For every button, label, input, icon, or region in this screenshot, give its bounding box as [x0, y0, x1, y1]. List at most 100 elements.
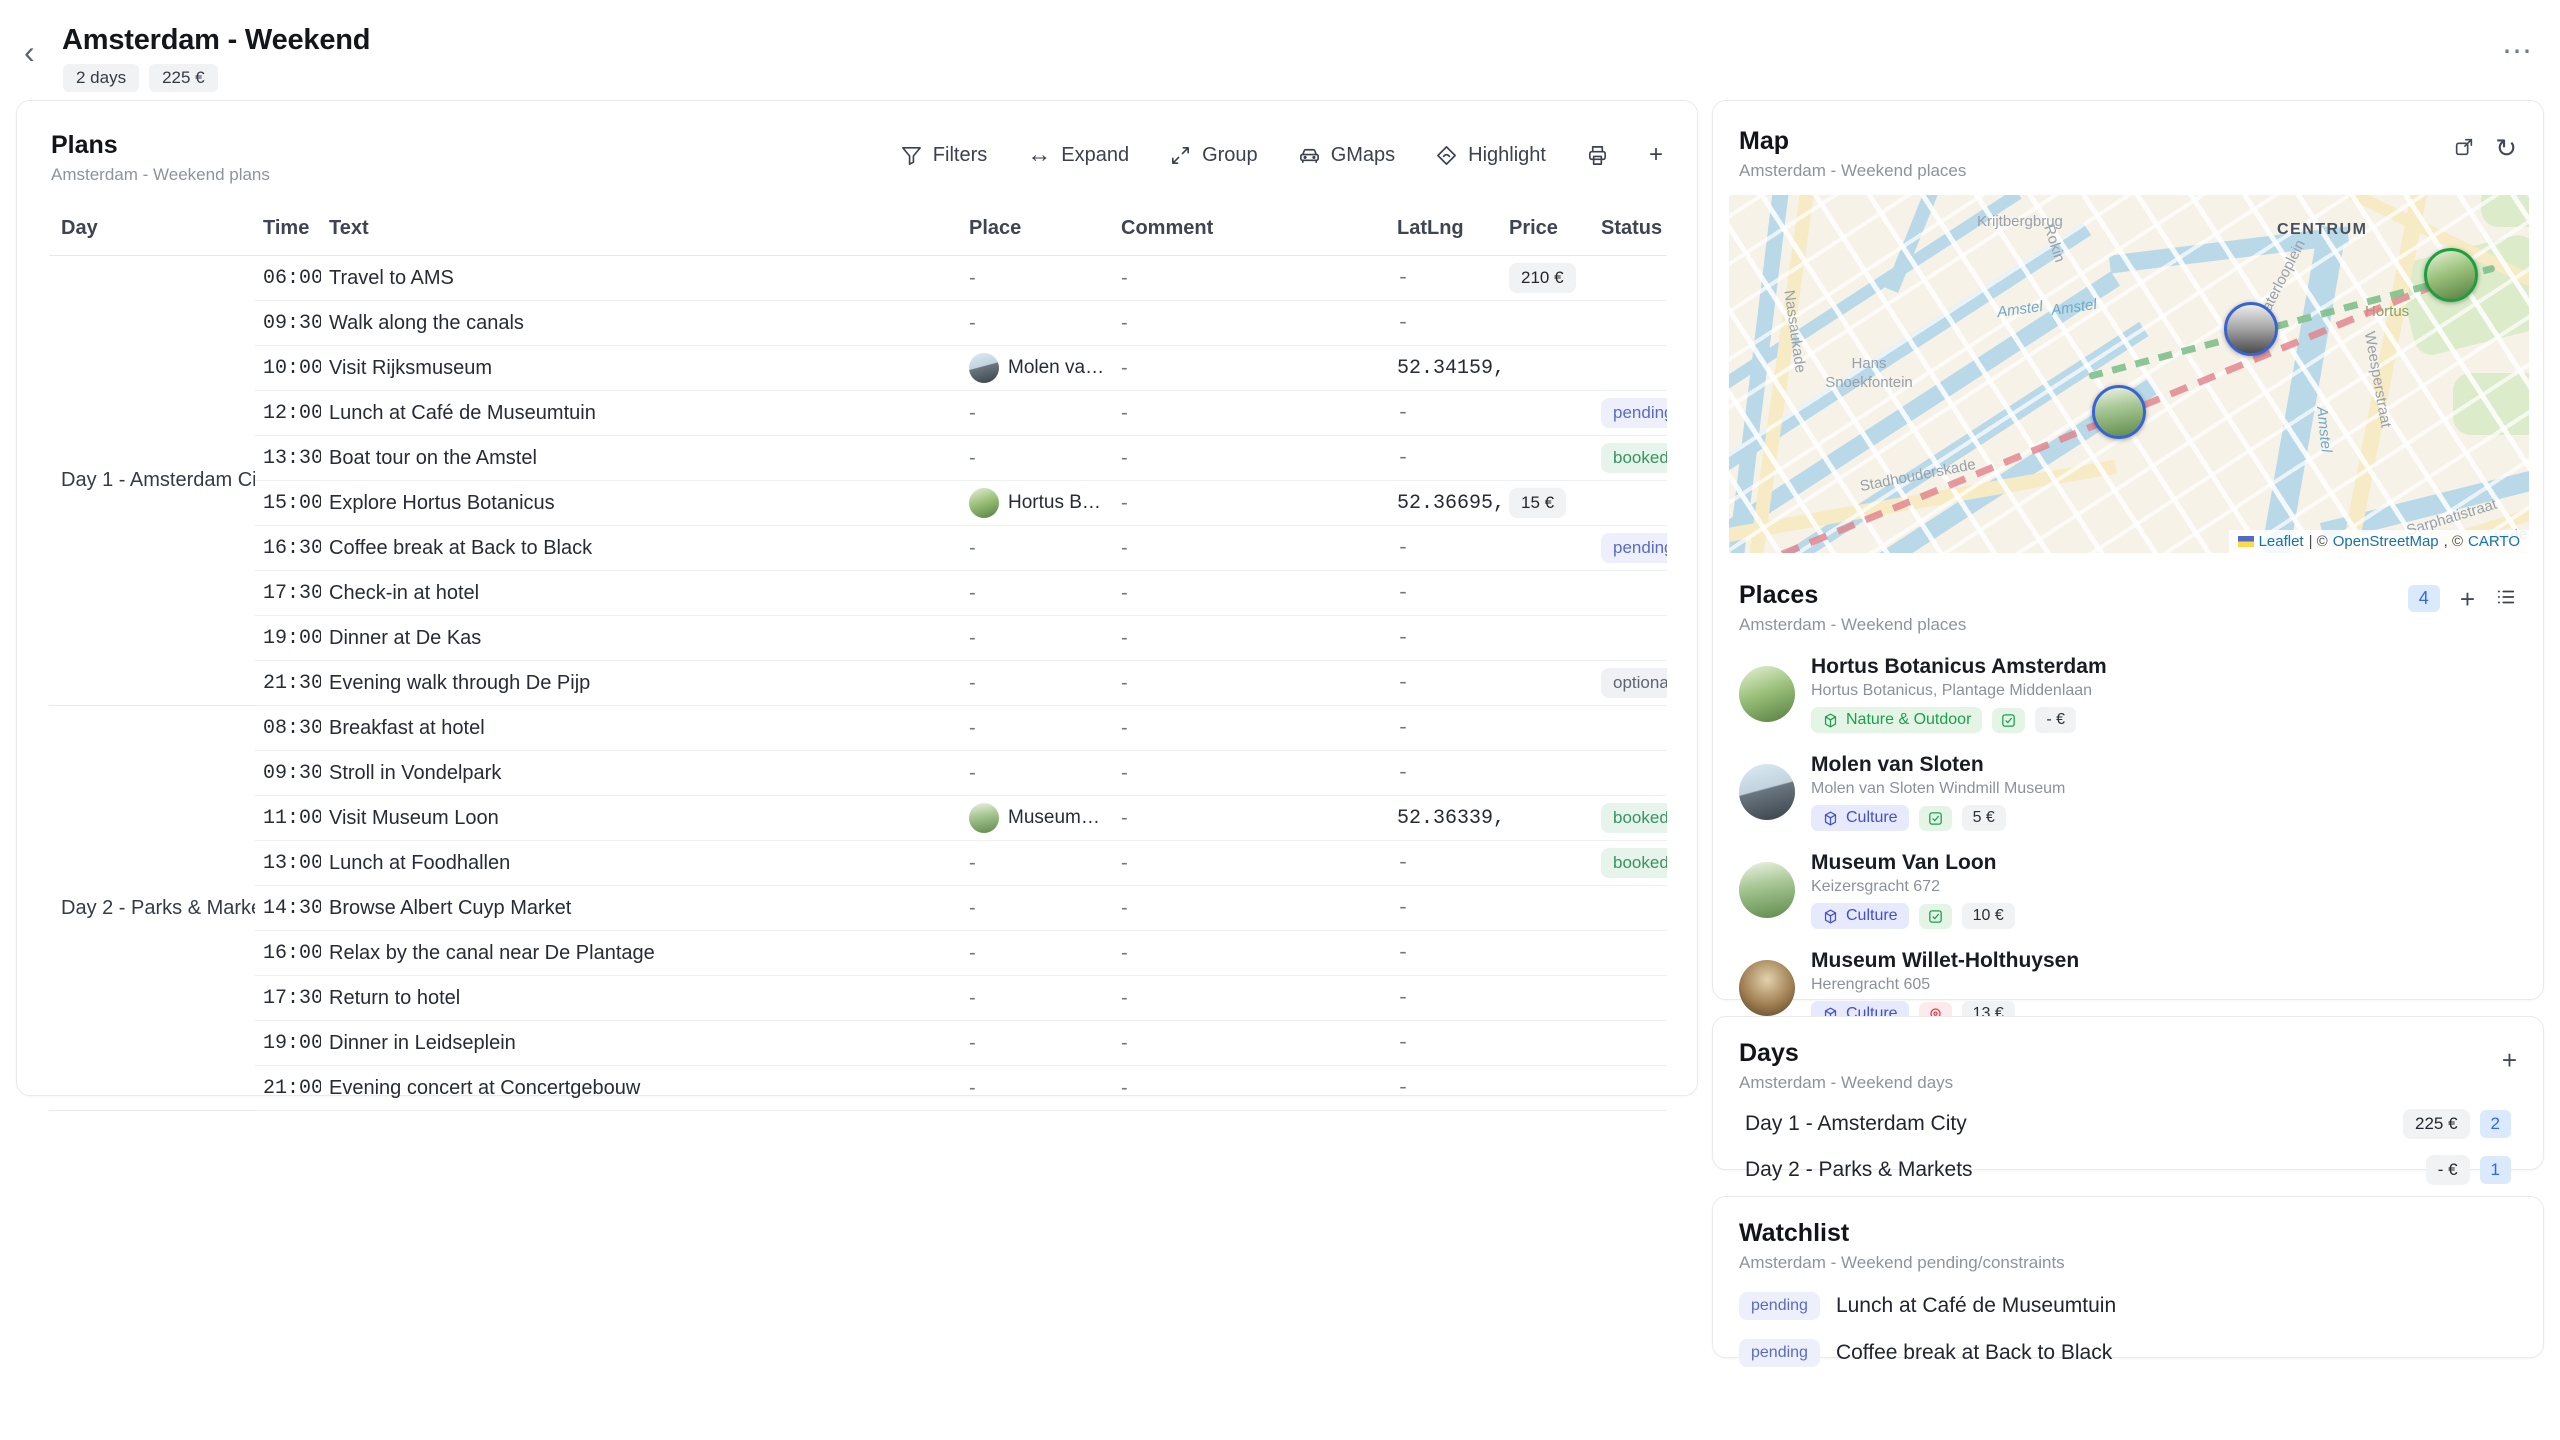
plan-row[interactable]: 16:30 Coffee break at Back to Black - - - pen… — [49, 525, 1667, 571]
duration-badge: 2 days — [63, 64, 140, 92]
toolbar-filters-button[interactable]: Filters — [900, 144, 987, 167]
toolbar-highlight-button[interactable]: Highlight — [1435, 144, 1546, 167]
plan-row[interactable]: 21:00 Evening concert at Concertgebouw - - - — [49, 1065, 1667, 1111]
plan-row[interactable]: 12:00 Lunch at Café de Museumtuin - - - pendi… — [49, 390, 1667, 436]
plan-row[interactable]: 13:30 Boat tour on the Amstel - - - booked — [49, 435, 1667, 481]
plan-status: pending — [1593, 525, 1667, 571]
place-list-item[interactable]: Molen van Sloten Molen van Sloten Windmil… — [1739, 753, 2517, 831]
place-chip[interactable]: Molen van … — [969, 353, 1105, 383]
empty-dash: - — [969, 671, 976, 694]
plan-comment: - — [1113, 345, 1389, 391]
plan-place: - — [961, 615, 1113, 661]
watchlist-item[interactable]: pending Lunch at Café de Museumtuin — [1739, 1292, 2517, 1320]
plans-table-body: Day 1 - Amsterdam City 06:00 Travel to AMS… — [49, 255, 1667, 1111]
status-badge-booked: booked — [1601, 443, 1667, 473]
map-marker-hortus-botanicus[interactable] — [2424, 248, 2478, 302]
plan-row[interactable]: 09:30 Stroll in Vondelpark - - - — [49, 750, 1667, 796]
leaflet-link[interactable]: Leaflet — [2258, 533, 2304, 550]
add-plan-button[interactable]: + — [1649, 143, 1663, 167]
carto-link[interactable]: CARTO — [2468, 533, 2520, 550]
plus-icon: + — [1648, 141, 1663, 168]
plan-row[interactable]: Day 1 - Amsterdam City 06:00 Travel to AMS… — [49, 255, 1667, 706]
plan-row[interactable]: 19:00 Dinner at De Kas - - - — [49, 615, 1667, 661]
plan-text: Browse Albert Cuyp Market — [321, 885, 961, 931]
overflow-menu-button[interactable]: ⋯ — [2502, 34, 2534, 69]
status-badge-pending: pending — [1601, 398, 1667, 428]
empty-dash: - — [969, 851, 976, 874]
back-button[interactable]: ‹ — [24, 36, 35, 68]
toolbar-group-button[interactable]: Group — [1169, 144, 1258, 167]
map-canvas[interactable]: Leaflet | © OpenStreetMap, © CARTO Krijt… — [1729, 195, 2529, 553]
plan-row[interactable]: 19:00 Dinner in Leidseplein - - - — [49, 1020, 1667, 1066]
status-badge-pending: pending — [1601, 533, 1667, 563]
plan-time: 08:30 — [255, 705, 321, 751]
category-badge-label: Culture — [1846, 907, 1898, 924]
map-fullscreen-button[interactable] — [2453, 136, 2475, 161]
place-chip[interactable]: Museum Va… — [969, 803, 1105, 833]
plan-row[interactable]: 14:30 Browse Albert Cuyp Market - - - — [49, 885, 1667, 931]
map-label: Krijtbergbrug — [1977, 213, 2063, 230]
place-list-item[interactable]: Museum Van Loon Keizersgracht 672 Culture 1… — [1739, 851, 2517, 929]
plan-row[interactable]: 17:30 Check-in at hotel - - - — [49, 570, 1667, 616]
park-shape — [2453, 373, 2529, 435]
plus-icon: + — [2501, 1045, 2517, 1075]
places-count-badge: 4 — [2407, 585, 2440, 612]
openstreetmap-link[interactable]: OpenStreetMap — [2332, 533, 2439, 550]
empty-dash: - — [1121, 896, 1128, 919]
print-button[interactable] — [1586, 144, 1609, 167]
empty-dash: - — [1397, 896, 1410, 920]
plan-place: - — [961, 390, 1113, 436]
place-info: Molen van Sloten Molen van Sloten Windmil… — [1811, 753, 2065, 831]
plan-place: Molen van … — [961, 345, 1113, 391]
plan-latlng: - — [1389, 930, 1501, 976]
filter-icon — [901, 146, 921, 165]
cube-icon — [1824, 712, 1837, 728]
places-list-view-button[interactable] — [2495, 586, 2517, 611]
plan-comment: - — [1113, 255, 1389, 301]
plan-time: 19:00 — [255, 1020, 321, 1066]
places-subtitle: Amsterdam - Weekend places — [1739, 615, 1967, 634]
plan-time: 17:30 — [255, 975, 321, 1021]
map-marker-museum-interior[interactable] — [2224, 302, 2278, 356]
day-list-item[interactable]: Day 2 - Parks & Markets - € 1 — [1739, 1155, 2517, 1185]
toolbar-expand-button[interactable]: ↔ Expand — [1027, 143, 1129, 167]
empty-dash: - — [1121, 986, 1128, 1009]
place-list-item[interactable]: Hortus Botanicus Amsterdam Hortus Botanic… — [1739, 655, 2517, 733]
watchlist-item[interactable]: pending Coffee break at Back to Black — [1739, 1339, 2517, 1367]
plan-price — [1501, 975, 1593, 1021]
plan-row[interactable]: 09:30 Walk along the canals - - - — [49, 300, 1667, 346]
category-badge: Culture — [1811, 903, 1909, 929]
plan-row[interactable]: 16:00 Relax by the canal near De Plantage… — [49, 930, 1667, 976]
day-list-item[interactable]: Day 1 - Amsterdam City 225 € 2 — [1739, 1109, 2517, 1139]
plan-comment: - — [1113, 570, 1389, 616]
plan-place: - — [961, 1065, 1113, 1111]
plan-comment: - — [1113, 300, 1389, 346]
add-day-button[interactable]: + — [2502, 1047, 2517, 1073]
add-place-button[interactable]: + — [2460, 586, 2475, 612]
plan-time: 14:30 — [255, 885, 321, 931]
column-header-place: Place — [961, 209, 1113, 256]
place-chip[interactable]: Hortus Bota… — [969, 488, 1105, 518]
plan-row[interactable]: 13:00 Lunch at Foodhallen - - - booked — [49, 840, 1667, 886]
top-bar: ‹ Amsterdam - Weekend 2 days 225 € ⋯ — [0, 0, 2560, 96]
status-badge-booked: booked — [1601, 848, 1667, 878]
map-marker-museum-garden[interactable] — [2092, 385, 2146, 439]
visited-check-badge — [1918, 805, 1952, 831]
watchlist-status-badge: pending — [1739, 1292, 1820, 1320]
plan-latlng: - — [1389, 255, 1501, 301]
day-count-badge: 1 — [2479, 1156, 2511, 1184]
page-title: Amsterdam - Weekend — [62, 24, 371, 56]
plans-table-header: Day Time Text Place Comment LatLng Price Status — [49, 209, 1667, 256]
toolbar-gmaps-button[interactable]: GMaps — [1298, 144, 1395, 167]
plan-row[interactable]: 21:30 Evening walk through De Pijp - - - opti… — [49, 660, 1667, 706]
map-refresh-button[interactable]: ↻ — [2495, 135, 2517, 161]
map-label: Amstel — [2050, 295, 2098, 320]
plan-text: Relax by the canal near De Plantage — [321, 930, 961, 976]
plan-row[interactable]: 17:30 Return to hotel - - - — [49, 975, 1667, 1021]
plan-price — [1501, 750, 1593, 796]
empty-dash: - — [969, 626, 976, 649]
